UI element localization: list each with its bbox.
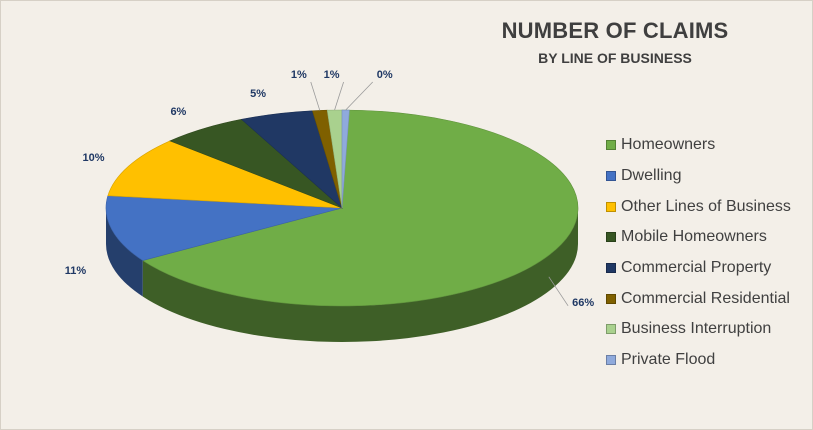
pie-slice-1 bbox=[105, 195, 343, 261]
pie-side-1 bbox=[106, 208, 143, 297]
legend-swatch bbox=[606, 263, 616, 274]
legend-label: Mobile Homeowners bbox=[621, 228, 767, 246]
chart-title: NUMBER OF CLAIMS bbox=[501, 18, 729, 43]
legend-item: Mobile Homeowners bbox=[606, 222, 791, 253]
legend-item: Business Interruption bbox=[606, 314, 791, 345]
legend-label: Private Flood bbox=[621, 351, 716, 369]
leader-line-0 bbox=[548, 276, 569, 307]
legend-item: Other Lines of Business bbox=[606, 191, 791, 222]
slice-label-3: 6% bbox=[170, 106, 186, 118]
pie-side-0 bbox=[142, 208, 578, 342]
legend-swatch bbox=[606, 324, 616, 335]
slice-label-1: 11% bbox=[65, 265, 87, 277]
slice-label-0: 66% bbox=[572, 297, 594, 309]
legend-label: Business Interruption bbox=[621, 320, 772, 338]
chart-subtitle: BY LINE OF BUSINESS bbox=[538, 50, 692, 66]
legend-swatch bbox=[606, 293, 616, 304]
legend-item: Dwelling bbox=[606, 161, 791, 192]
legend-swatch bbox=[606, 232, 616, 243]
pie-slice-2 bbox=[107, 140, 343, 209]
slice-label-5: 1% bbox=[291, 69, 307, 81]
slice-label-7: 0% bbox=[377, 69, 393, 81]
legend-item: Homeowners bbox=[606, 130, 791, 161]
legend-label: Commercial Residential bbox=[621, 289, 790, 307]
leader-line-5 bbox=[310, 81, 321, 111]
legend-label: Other Lines of Business bbox=[621, 197, 791, 215]
legend-label: Dwelling bbox=[621, 167, 682, 185]
legend-label: Homeowners bbox=[621, 136, 716, 154]
leader-line-6 bbox=[334, 81, 344, 111]
legend-swatch bbox=[606, 171, 616, 182]
legend-label: Commercial Property bbox=[621, 259, 772, 277]
slice-label-2: 10% bbox=[83, 152, 105, 164]
pie-slice-0 bbox=[142, 109, 579, 307]
legend-swatch bbox=[606, 201, 616, 212]
legend-item: Private Flood bbox=[606, 345, 791, 376]
legend: Homeowners Dwelling Other Lines of Busines… bbox=[606, 130, 791, 376]
legend-swatch bbox=[606, 140, 616, 151]
legend-item: Commercial Residential bbox=[606, 283, 791, 314]
legend-swatch bbox=[606, 355, 616, 366]
leader-line-7 bbox=[345, 81, 373, 111]
legend-item: Commercial Property bbox=[606, 253, 791, 284]
slice-label-4: 5% bbox=[250, 88, 266, 100]
slice-label-6: 1% bbox=[324, 69, 340, 81]
